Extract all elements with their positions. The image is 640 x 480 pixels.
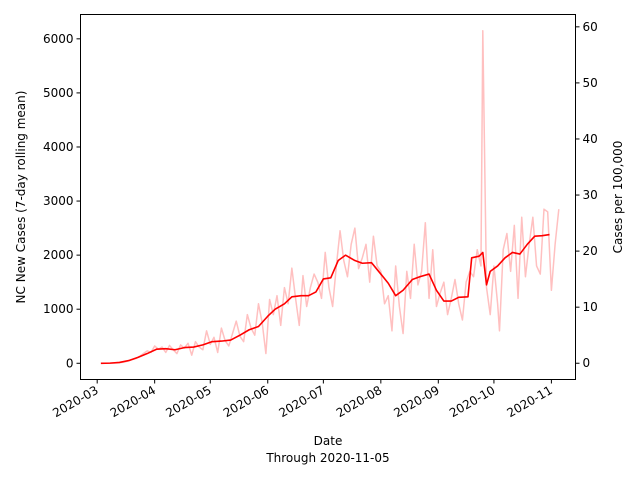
y-right-tick-label: 50 (583, 76, 598, 90)
y-right-tick-label: 10 (583, 300, 598, 314)
y-left-tick-label: 0 (66, 356, 74, 370)
y-axis-left-label: NC New Cases (7-day rolling mean) (14, 91, 28, 304)
y-left-tick-label: 4000 (43, 140, 74, 154)
y-right-tick-label: 60 (583, 20, 598, 34)
y-right-tick-label: 40 (583, 132, 598, 146)
y-right-tick-label: 30 (583, 188, 598, 202)
y-left-tick-label: 1000 (43, 302, 74, 316)
x-axis-sublabel: Through 2020-11-05 (265, 451, 389, 465)
y-axis-right-label: Cases per 100,000 (611, 141, 625, 254)
y-axis-right-ticks: 0 10 20 30 40 50 60 (575, 20, 598, 370)
y-left-tick-label: 5000 (43, 86, 74, 100)
plot-frame (80, 14, 576, 380)
y-axis-left-ticks: 0 1000 2000 3000 4000 5000 6000 (43, 32, 81, 370)
series-layer (100, 29, 560, 365)
plot-area (80, 14, 576, 380)
x-axis-label: Date (314, 434, 343, 448)
y-right-tick-label: 20 (583, 244, 598, 258)
series-line-daily (100, 29, 560, 364)
y-left-tick-label: 2000 (43, 248, 74, 262)
y-left-tick-label: 3000 (43, 194, 74, 208)
y-left-tick-label: 6000 (43, 32, 74, 46)
series-line-rolling-mean (100, 233, 550, 365)
y-right-tick-label: 0 (583, 356, 591, 370)
